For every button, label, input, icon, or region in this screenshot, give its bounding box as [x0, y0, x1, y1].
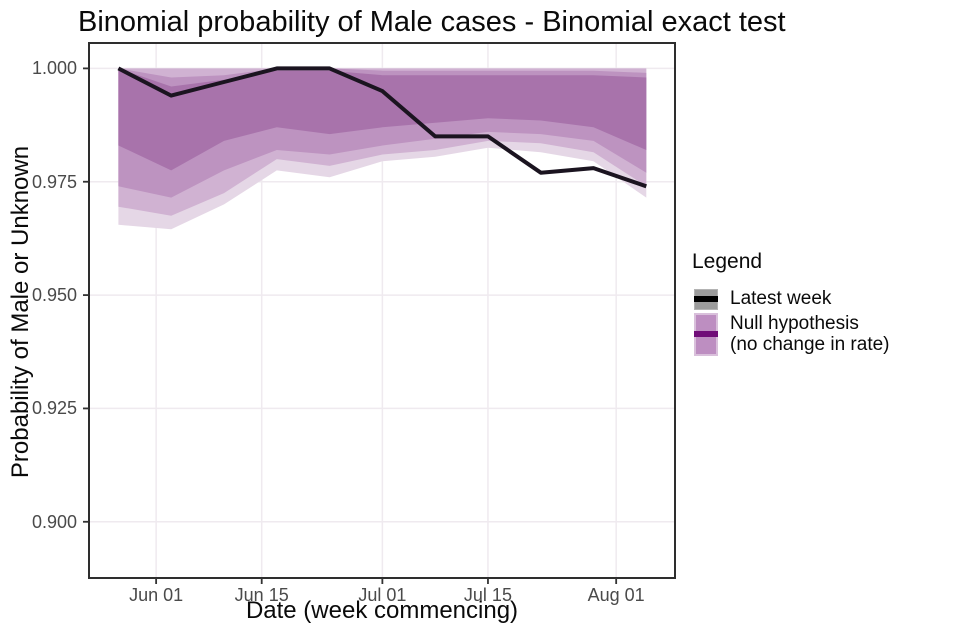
- legend-key-line-black: [694, 296, 718, 302]
- legend-label-null-hypothesis: Null hypothesis (no change in rate): [730, 313, 890, 356]
- x-axis-title: Date (week commencing): [245, 597, 519, 624]
- legend-label-latest-week: Latest week: [730, 288, 832, 310]
- legend-title: Legend: [692, 250, 763, 273]
- legend-key-latest-week: [694, 288, 718, 310]
- x-tick-label: Jun 01: [129, 585, 184, 605]
- y-tick-label: 0.950: [31, 285, 77, 306]
- x-tick-label: Jul 15: [463, 585, 512, 605]
- legend-label-line1: Null hypothesis: [730, 312, 859, 334]
- chart-title: Binomial probability of Male cases - Bin…: [78, 6, 786, 38]
- legend-key-null-hypothesis: [694, 312, 718, 356]
- y-axis-title: Probability of Male or Unknown: [7, 145, 34, 479]
- x-tick-label: Jun 15: [234, 585, 289, 605]
- legend: Legend Latest week Null hypothesis (no c…: [690, 250, 890, 356]
- y-tick-label: 0.925: [31, 398, 77, 419]
- legend-item-null-hypothesis: Null hypothesis (no change in rate): [690, 312, 890, 356]
- series-line-latest-week: [117, 66, 647, 189]
- legend-key-line-purple: [694, 331, 718, 337]
- legend-label-line2: (no change in rate): [730, 334, 890, 355]
- legend-item-latest-week: Latest week: [690, 288, 890, 310]
- x-tick-label: Jul 01: [358, 585, 407, 605]
- x-tick-label: Aug 01: [587, 585, 645, 605]
- band-null-hypothesis-50-interval: [118, 68, 647, 171]
- y-tick-label: 0.900: [31, 511, 77, 532]
- y-tick-label: 0.975: [31, 171, 77, 192]
- y-tick-label: 1.000: [31, 58, 77, 79]
